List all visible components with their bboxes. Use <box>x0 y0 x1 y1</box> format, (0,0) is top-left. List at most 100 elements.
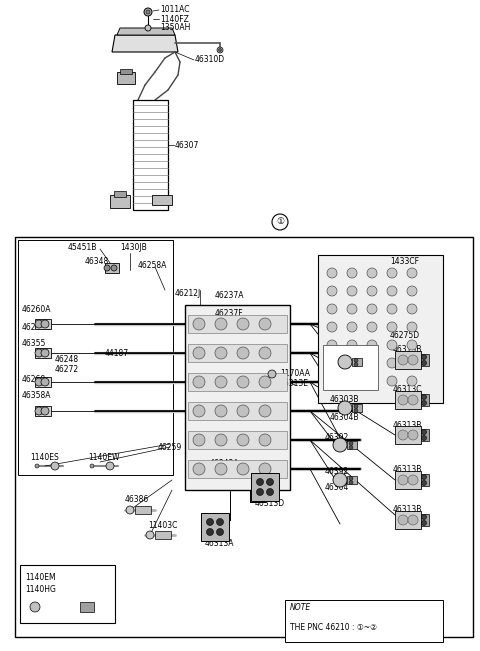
Circle shape <box>387 268 397 278</box>
Text: 1350AH: 1350AH <box>160 23 191 33</box>
Circle shape <box>259 318 271 330</box>
Bar <box>105 263 119 273</box>
Circle shape <box>41 407 49 415</box>
Text: 46248: 46248 <box>55 355 79 365</box>
Text: 46249E: 46249E <box>22 322 51 331</box>
Circle shape <box>111 265 117 271</box>
Text: 46307: 46307 <box>175 141 199 150</box>
Circle shape <box>268 370 276 378</box>
Circle shape <box>421 480 427 486</box>
Bar <box>421 354 429 366</box>
Circle shape <box>215 405 227 417</box>
Bar <box>421 429 429 441</box>
Text: 46393A: 46393A <box>330 376 360 385</box>
Text: 46237A: 46237A <box>215 290 244 299</box>
Text: 46355: 46355 <box>22 339 47 348</box>
Circle shape <box>398 515 408 525</box>
Circle shape <box>407 340 417 350</box>
Text: 46313B: 46313B <box>393 421 422 430</box>
Bar <box>318 255 443 403</box>
Circle shape <box>106 462 114 470</box>
Text: 1140EW: 1140EW <box>88 454 120 462</box>
Circle shape <box>407 358 417 368</box>
Circle shape <box>354 408 358 413</box>
Circle shape <box>193 434 205 446</box>
Bar <box>323 345 378 390</box>
Circle shape <box>349 480 353 484</box>
Bar <box>35 406 51 416</box>
Circle shape <box>259 434 271 446</box>
Text: 46260A: 46260A <box>22 305 51 314</box>
Circle shape <box>193 405 205 417</box>
Circle shape <box>146 10 150 14</box>
Circle shape <box>272 214 288 230</box>
Bar <box>347 476 357 484</box>
Circle shape <box>237 376 249 388</box>
Text: 1433CF: 1433CF <box>390 258 419 266</box>
Text: 46310D: 46310D <box>195 55 225 64</box>
Circle shape <box>333 473 347 487</box>
Circle shape <box>217 47 223 53</box>
Bar <box>395 426 421 444</box>
Circle shape <box>338 401 352 415</box>
Circle shape <box>266 478 274 486</box>
Bar <box>80 602 94 612</box>
Bar <box>110 195 130 208</box>
Circle shape <box>215 318 227 330</box>
Bar <box>120 69 132 74</box>
Text: 46313B: 46313B <box>393 465 422 475</box>
Bar <box>117 72 135 84</box>
Bar <box>15 237 473 637</box>
Circle shape <box>256 488 264 495</box>
Polygon shape <box>112 35 178 52</box>
Circle shape <box>354 359 358 363</box>
Circle shape <box>349 445 353 449</box>
Text: 46303B: 46303B <box>330 348 360 357</box>
Circle shape <box>35 349 43 357</box>
Circle shape <box>407 286 417 296</box>
Circle shape <box>421 514 427 519</box>
Text: 46392: 46392 <box>325 432 349 441</box>
Circle shape <box>367 376 377 386</box>
Circle shape <box>215 434 227 446</box>
Circle shape <box>349 477 353 480</box>
Text: 46313B: 46313B <box>393 346 422 355</box>
Circle shape <box>327 322 337 332</box>
Circle shape <box>421 395 427 400</box>
Circle shape <box>367 340 377 350</box>
Circle shape <box>421 355 427 359</box>
Circle shape <box>347 376 357 386</box>
Circle shape <box>349 441 353 445</box>
Bar <box>18 240 173 475</box>
Circle shape <box>146 531 154 539</box>
Bar <box>201 513 229 541</box>
Circle shape <box>145 25 151 31</box>
Bar <box>421 394 429 406</box>
Circle shape <box>367 268 377 278</box>
Text: 46313A: 46313A <box>205 540 235 549</box>
Circle shape <box>347 322 357 332</box>
Circle shape <box>408 515 418 525</box>
Text: 46304: 46304 <box>325 484 349 493</box>
Circle shape <box>259 376 271 388</box>
Text: 1140ES: 1140ES <box>30 454 59 462</box>
Circle shape <box>398 395 408 405</box>
Circle shape <box>206 529 214 536</box>
Circle shape <box>193 318 205 330</box>
Circle shape <box>408 395 418 405</box>
Circle shape <box>354 363 358 367</box>
Circle shape <box>347 304 357 314</box>
Polygon shape <box>117 28 175 35</box>
Circle shape <box>421 475 427 480</box>
Circle shape <box>237 405 249 417</box>
Circle shape <box>347 268 357 278</box>
Circle shape <box>35 378 43 386</box>
Circle shape <box>421 521 427 525</box>
Bar <box>347 441 357 449</box>
Circle shape <box>259 347 271 359</box>
Circle shape <box>237 347 249 359</box>
Circle shape <box>407 376 417 386</box>
Circle shape <box>327 358 337 368</box>
Circle shape <box>41 378 49 386</box>
Bar <box>20 565 115 623</box>
